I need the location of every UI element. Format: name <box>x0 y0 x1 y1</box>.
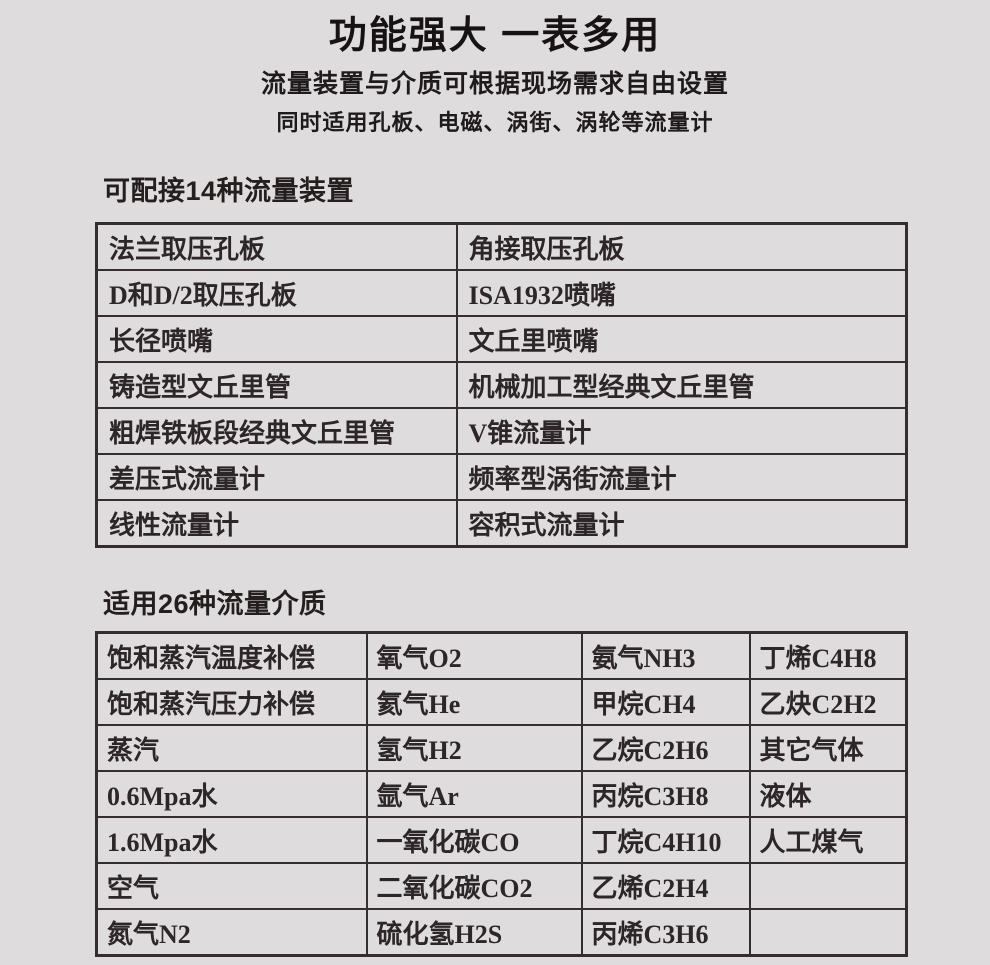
device-cell: 铸造型文丘里管 <box>95 361 458 409</box>
table-row: 差压式流量计 频率型涡街流量计 <box>95 453 908 501</box>
media-cell: 一氧化碳CO <box>365 816 583 864</box>
media-cell: 乙炔C2H2 <box>748 678 908 726</box>
media-cell: 硫化氢H2S <box>365 908 583 957</box>
device-cell: D和D/2取压孔板 <box>95 269 458 317</box>
device-cell: ISA1932喷嘴 <box>455 269 908 317</box>
page-title: 功能强大 一表多用 <box>328 15 662 57</box>
media-cell: 丁烷C4H10 <box>580 816 751 864</box>
media-cell: 饱和蒸汽压力补偿 <box>95 678 368 726</box>
media-cell: 空气 <box>95 862 368 910</box>
devices-section-heading: 可配接14种流量装置 <box>103 176 355 206</box>
media-cell: 人工煤气 <box>748 816 908 864</box>
devices-table: 法兰取压孔板 角接取压孔板 D和D/2取压孔板 ISA1932喷嘴 长径喷嘴 文… <box>95 222 908 548</box>
table-row: 法兰取压孔板 角接取压孔板 <box>95 222 908 271</box>
table-row: 0.6Mpa水 氩气Ar 丙烷C3H8 液体 <box>95 770 908 818</box>
media-cell: 二氧化碳CO2 <box>365 862 583 910</box>
media-table: 饱和蒸汽温度补偿 氧气O2 氨气NH3 丁烯C4H8 饱和蒸汽压力补偿 氦气He… <box>95 631 908 957</box>
media-cell: 丙烯C3H6 <box>580 908 751 957</box>
table-row: 饱和蒸汽温度补偿 氧气O2 氨气NH3 丁烯C4H8 <box>95 631 908 680</box>
media-cell: 氧气O2 <box>365 631 583 680</box>
media-cell: 丁烯C4H8 <box>748 631 908 680</box>
media-cell: 1.6Mpa水 <box>95 816 368 864</box>
device-cell: 容积式流量计 <box>455 499 908 548</box>
subtitle-secondary: 同时适用孔板、电磁、涡街、涡轮等流量计 <box>276 110 714 135</box>
device-cell: 角接取压孔板 <box>455 222 908 271</box>
media-cell: 乙烯C2H4 <box>580 862 751 910</box>
media-cell: 液体 <box>748 770 908 818</box>
media-cell: 饱和蒸汽温度补偿 <box>95 631 368 680</box>
media-cell <box>748 908 908 957</box>
media-cell: 氩气Ar <box>365 770 583 818</box>
device-cell: 法兰取压孔板 <box>95 222 458 271</box>
media-cell: 氮气N2 <box>95 908 368 957</box>
table-row: 1.6Mpa水 一氧化碳CO 丁烷C4H10 人工煤气 <box>95 816 908 864</box>
media-cell <box>748 862 908 910</box>
device-cell: 机械加工型经典文丘里管 <box>455 361 908 409</box>
table-row: 空气 二氧化碳CO2 乙烯C2H4 <box>95 862 908 910</box>
table-row: 氮气N2 硫化氢H2S 丙烯C3H6 <box>95 908 908 957</box>
media-cell: 氦气He <box>365 678 583 726</box>
media-cell: 甲烷CH4 <box>580 678 751 726</box>
device-cell: 粗焊铁板段经典文丘里管 <box>95 407 458 455</box>
media-section-heading: 适用26种流量介质 <box>103 589 327 619</box>
table-row: 饱和蒸汽压力补偿 氦气He 甲烷CH4 乙炔C2H2 <box>95 678 908 726</box>
media-cell: 乙烷C2H6 <box>580 724 751 772</box>
table-row: 长径喷嘴 文丘里喷嘴 <box>95 315 908 363</box>
table-row: 铸造型文丘里管 机械加工型经典文丘里管 <box>95 361 908 409</box>
table-row: 粗焊铁板段经典文丘里管 V锥流量计 <box>95 407 908 455</box>
device-cell: 线性流量计 <box>95 499 458 548</box>
table-row: 线性流量计 容积式流量计 <box>95 499 908 548</box>
device-cell: 差压式流量计 <box>95 453 458 501</box>
table-row: D和D/2取压孔板 ISA1932喷嘴 <box>95 269 908 317</box>
device-cell: 频率型涡街流量计 <box>455 453 908 501</box>
media-cell: 0.6Mpa水 <box>95 770 368 818</box>
table-row: 蒸汽 氢气H2 乙烷C2H6 其它气体 <box>95 724 908 772</box>
media-cell: 蒸汽 <box>95 724 368 772</box>
subtitle-primary: 流量装置与介质可根据现场需求自由设置 <box>260 70 729 98</box>
media-cell: 氢气H2 <box>365 724 583 772</box>
media-cell: 丙烷C3H8 <box>580 770 751 818</box>
device-cell: 长径喷嘴 <box>95 315 458 363</box>
device-cell: 文丘里喷嘴 <box>455 315 908 363</box>
media-cell: 其它气体 <box>748 724 908 772</box>
media-cell: 氨气NH3 <box>580 631 751 680</box>
device-cell: V锥流量计 <box>455 407 908 455</box>
